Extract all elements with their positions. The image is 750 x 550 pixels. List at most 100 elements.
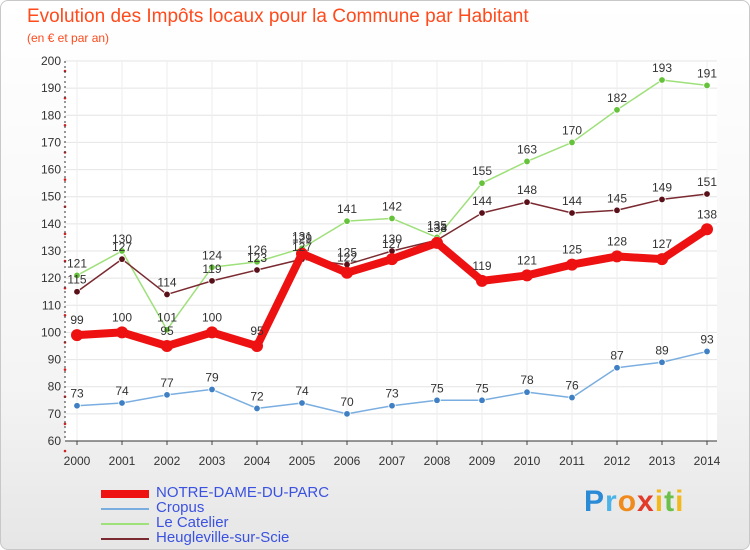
data-label-cropus: 74 [295, 384, 309, 398]
data-label-notre-dame-du-parc: 119 [472, 259, 491, 273]
y-tick-label: 90 [48, 353, 62, 367]
legend-swatch-le-catelier [101, 523, 149, 525]
x-tick-label: 2002 [154, 454, 181, 468]
data-point-heugleville-sur-scie [568, 209, 576, 217]
y-tick-label: 110 [42, 298, 61, 312]
y-tick-label: 80 [48, 380, 62, 394]
data-label-le-catelier: 142 [382, 199, 402, 213]
data-label-notre-dame-du-parc: 138 [697, 207, 717, 221]
data-label-heugleville-sur-scie: 148 [517, 183, 537, 197]
data-point-le-catelier [343, 217, 351, 225]
data-point-le-catelier [208, 263, 216, 271]
data-label-le-catelier: 124 [202, 248, 222, 262]
data-label-le-catelier: 170 [562, 123, 582, 137]
y-tick-label: 130 [41, 244, 61, 258]
data-point-le-catelier [163, 326, 171, 334]
x-tick-label: 2001 [109, 454, 136, 468]
data-point-heugleville-sur-scie [163, 290, 171, 299]
data-label-cropus: 89 [655, 343, 669, 357]
data-point-notre-dame-du-parc [71, 329, 83, 342]
data-label-cropus: 79 [205, 370, 219, 384]
data-point-heugleville-sur-scie [478, 209, 486, 217]
y-tick-label: 160 [41, 163, 61, 177]
data-label-cropus: 72 [250, 389, 264, 403]
y-tick-label: 60 [48, 434, 62, 448]
data-point-cropus [523, 388, 531, 396]
data-label-le-catelier: 130 [112, 232, 132, 246]
data-point-cropus [208, 385, 216, 394]
y-minor-dot [63, 178, 67, 181]
data-point-le-catelier [73, 271, 81, 280]
data-label-cropus: 75 [430, 381, 444, 395]
chart-subtitle: (en € et par an) [27, 31, 110, 45]
data-label-notre-dame-du-parc: 95 [250, 324, 264, 338]
legend-label: NOTRE-DAME-DU-PARC [156, 484, 330, 501]
data-label-notre-dame-du-parc: 121 [517, 253, 537, 267]
data-label-notre-dame-du-parc: 99 [70, 313, 84, 327]
data-point-heugleville-sur-scie [523, 198, 531, 206]
data-label-heugleville-sur-scie: 127 [112, 240, 132, 254]
data-point-cropus [703, 347, 711, 356]
data-label-heugleville-sur-scie: 123 [247, 251, 267, 265]
data-label-heugleville-sur-scie: 119 [202, 262, 221, 276]
chart-title: Evolution des Impôts locaux pour la Comm… [27, 6, 529, 27]
y-tick-label: 180 [41, 108, 61, 122]
data-label-notre-dame-du-parc: 127 [382, 237, 402, 251]
data-label-notre-dame-du-parc: 128 [607, 234, 627, 248]
x-tick-label: 2003 [199, 454, 226, 468]
data-point-notre-dame-du-parc [701, 223, 713, 236]
data-label-cropus: 74 [115, 384, 129, 398]
legend-item-heugleville-sur-scie: Heugleville-sur-Scie [101, 529, 361, 547]
data-label-notre-dame-du-parc: 125 [562, 243, 582, 257]
data-label-cropus: 73 [385, 387, 399, 401]
legend: NOTRE-DAME-DU-PARC Cropus Le Catelier He… [101, 484, 361, 547]
data-point-cropus [613, 364, 621, 372]
x-tick-label: 2010 [514, 454, 541, 468]
data-label-le-catelier: 121 [67, 256, 87, 270]
data-point-notre-dame-du-parc [341, 266, 353, 279]
y-tick-label: 150 [41, 190, 61, 204]
x-tick-label: 2004 [244, 454, 271, 468]
y-minor-dot [63, 422, 67, 426]
data-label-cropus: 73 [70, 387, 84, 401]
data-point-notre-dame-du-parc [611, 250, 623, 263]
data-point-cropus [388, 402, 396, 410]
data-point-notre-dame-du-parc [296, 247, 308, 260]
y-tick-label: 170 [41, 135, 61, 149]
x-tick-label: 2012 [604, 454, 631, 468]
data-label-le-catelier: 101 [157, 311, 177, 325]
data-label-heugleville-sur-scie: 145 [607, 191, 627, 205]
legend-item-le-catelier: Le Catelier [101, 514, 361, 532]
data-point-notre-dame-du-parc [521, 269, 533, 282]
data-point-le-catelier [703, 81, 711, 90]
data-point-cropus [658, 358, 666, 366]
data-label-cropus: 77 [160, 376, 174, 390]
data-label-heugleville-sur-scie: 114 [157, 275, 176, 289]
data-label-cropus: 70 [340, 395, 354, 409]
data-point-heugleville-sur-scie [613, 206, 621, 214]
data-label-heugleville-sur-scie: 130 [382, 232, 402, 246]
data-label-le-catelier: 191 [697, 66, 717, 80]
data-point-heugleville-sur-scie [253, 266, 261, 274]
data-label-cropus: 87 [610, 349, 624, 363]
data-label-heugleville-sur-scie: 125 [337, 246, 357, 260]
legend-label: Le Catelier [156, 514, 229, 531]
data-label-notre-dame-du-parc: 133 [427, 221, 447, 235]
data-label-notre-dame-du-parc: 122 [337, 251, 357, 265]
x-tick-label: 2014 [694, 454, 721, 468]
data-point-cropus [73, 402, 81, 410]
legend-label: Heugleville-sur-Scie [156, 529, 290, 546]
y-tick-label: 140 [41, 217, 61, 231]
data-point-cropus [568, 393, 576, 402]
y-minor-dot [63, 313, 67, 317]
data-point-heugleville-sur-scie [73, 288, 81, 296]
x-tick-label: 2005 [289, 454, 316, 468]
data-label-le-catelier: 182 [607, 91, 627, 105]
data-label-heugleville-sur-scie: 151 [697, 175, 717, 189]
data-point-heugleville-sur-scie [118, 255, 126, 263]
y-tick-label: 120 [41, 271, 61, 285]
x-tick-label: 2007 [379, 454, 406, 468]
data-label-le-catelier: 131 [292, 229, 312, 243]
